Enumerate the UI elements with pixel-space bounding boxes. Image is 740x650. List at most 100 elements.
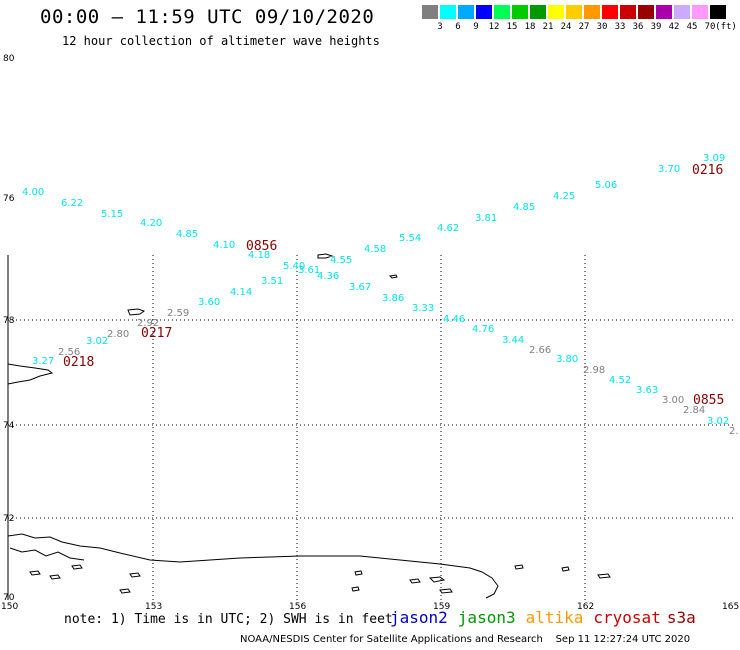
islet <box>428 576 446 583</box>
generated-timestamp: Sep 11 12:27:24 UTC 2020 <box>555 634 691 645</box>
legend-swatch <box>422 5 439 19</box>
islet <box>388 274 398 279</box>
legend-swatch <box>494 5 511 19</box>
swh-value: 3.86 <box>382 293 404 304</box>
legend-swatch <box>530 5 547 19</box>
legend-swatch <box>602 5 619 19</box>
swh-value: 3.44 <box>502 335 524 346</box>
swh-value: 4.55 <box>330 255 352 266</box>
swh-value: 5.54 <box>399 233 421 244</box>
legend-swatch <box>566 5 583 19</box>
legend-label: 15 <box>506 22 518 32</box>
swh-value: 3.02 <box>86 336 108 347</box>
swh-value: 2.98 <box>583 365 605 376</box>
swh-value: 3.60 <box>198 297 220 308</box>
islet <box>129 572 141 578</box>
swh-value: 3.70 <box>658 164 680 175</box>
swh-value: 4.10 <box>213 240 235 251</box>
swh-value: 3.00 <box>662 395 684 406</box>
pass-times: 0856 0217 0218 0216 0855 <box>63 163 724 408</box>
legend-label: 70 <box>704 22 716 32</box>
legend-swatch <box>710 5 727 19</box>
swh-value: 2.66 <box>529 345 551 356</box>
legend-label: 12 <box>488 22 500 32</box>
legend-label: 6 <box>455 22 461 32</box>
coast-south-inner <box>9 547 85 561</box>
legend-swatch <box>656 5 673 19</box>
swh-value: 3.81 <box>475 213 497 224</box>
coastline <box>7 253 611 599</box>
swh-value: 3.67 <box>349 282 371 293</box>
legend-label: 30 <box>596 22 608 32</box>
pass-time-label: 0218 <box>63 355 94 370</box>
swh-value: 2. <box>729 426 739 437</box>
swh-value: 2.84 <box>683 405 705 416</box>
swh-value: 3.61 <box>298 265 320 276</box>
map-title: 00:00 – 11:59 UTC 09/10/2020 <box>40 6 375 28</box>
swh-value: 4.85 <box>513 202 535 213</box>
pass-time-label: 0856 <box>246 239 277 254</box>
legend-swatch <box>512 5 529 19</box>
legend-swatch <box>674 5 691 19</box>
swh-value: 5.15 <box>101 209 123 220</box>
lon-label: 162 <box>577 602 594 612</box>
island-north <box>317 253 334 259</box>
swh-value: 3.63 <box>636 385 658 396</box>
credit-line: NOAA/NESDIS Center for Satellite Applica… <box>240 634 690 645</box>
islet <box>29 570 41 576</box>
swh-value: 4.18 <box>248 250 270 261</box>
legend-label: 21 <box>542 22 554 32</box>
swh-value: 4.52 <box>609 375 631 386</box>
wave-heights-cyan: 4.00 6.22 5.15 4.20 4.85 4.10 4.18 5.40 … <box>22 153 729 427</box>
lon-label: 153 <box>145 602 162 612</box>
swh-value: 4.85 <box>176 229 198 240</box>
legend-swatch <box>476 5 493 19</box>
swh-value: 2.92 <box>137 318 159 329</box>
islet <box>409 578 421 584</box>
lat-label: 76 <box>3 194 15 204</box>
swh-value: 2.56 <box>58 347 80 358</box>
map-subtitle: 12 hour collection of altimeter wave hei… <box>62 34 380 48</box>
credit-org: NOAA/NESDIS Center for Satellite Applica… <box>240 634 543 645</box>
islet <box>597 573 611 579</box>
swh-value: 3.09 <box>703 153 725 164</box>
islet <box>71 564 83 570</box>
pass-time-label: 0217 <box>141 326 172 341</box>
islet <box>354 570 363 576</box>
note-text: note: 1) Time is in UTC; 2) SWH is in fe… <box>64 612 393 627</box>
swh-value: 4.76 <box>472 324 494 335</box>
satellite-s3a: s3a <box>666 608 696 627</box>
pass-time-label: 0855 <box>693 393 724 408</box>
lat-label: 78 <box>3 316 15 326</box>
axis-labels: 80 78 76 74 72 70 150 153 156 159 162 16… <box>1 54 739 612</box>
pass-time-label: 0216 <box>692 163 723 178</box>
satellite-jason2: jason2 <box>390 608 448 627</box>
swh-value: 3.80 <box>556 354 578 365</box>
swh-value: 4.14 <box>230 287 252 298</box>
legend-label: 24 <box>560 22 572 32</box>
islet <box>561 566 570 572</box>
islet <box>514 564 524 570</box>
lat-label: 74 <box>3 421 15 431</box>
legend-swatch <box>548 5 565 19</box>
swh-value: 3.27 <box>32 356 54 367</box>
legend-label: 9 <box>473 22 479 32</box>
swh-value: 3.33 <box>412 303 434 314</box>
swh-value: 4.46 <box>443 314 465 325</box>
legend-label: 45 <box>686 22 698 32</box>
swh-value: 5.06 <box>595 180 617 191</box>
islet <box>119 588 131 594</box>
swh-value: 4.62 <box>437 223 459 234</box>
lon-label: 165 <box>722 602 739 612</box>
lon-label: 150 <box>1 602 18 612</box>
legend-swatch <box>584 5 601 19</box>
legend-swatch <box>620 5 637 19</box>
lat-label: 80 <box>3 54 15 64</box>
legend-swatch <box>692 5 709 19</box>
lon-label: 159 <box>433 602 450 612</box>
graticule <box>8 255 735 600</box>
lat-label: 72 <box>3 514 14 524</box>
legend-swatch <box>458 5 475 19</box>
satellite-legend: jason2 jason3 altika cryosat s3a <box>390 608 706 627</box>
